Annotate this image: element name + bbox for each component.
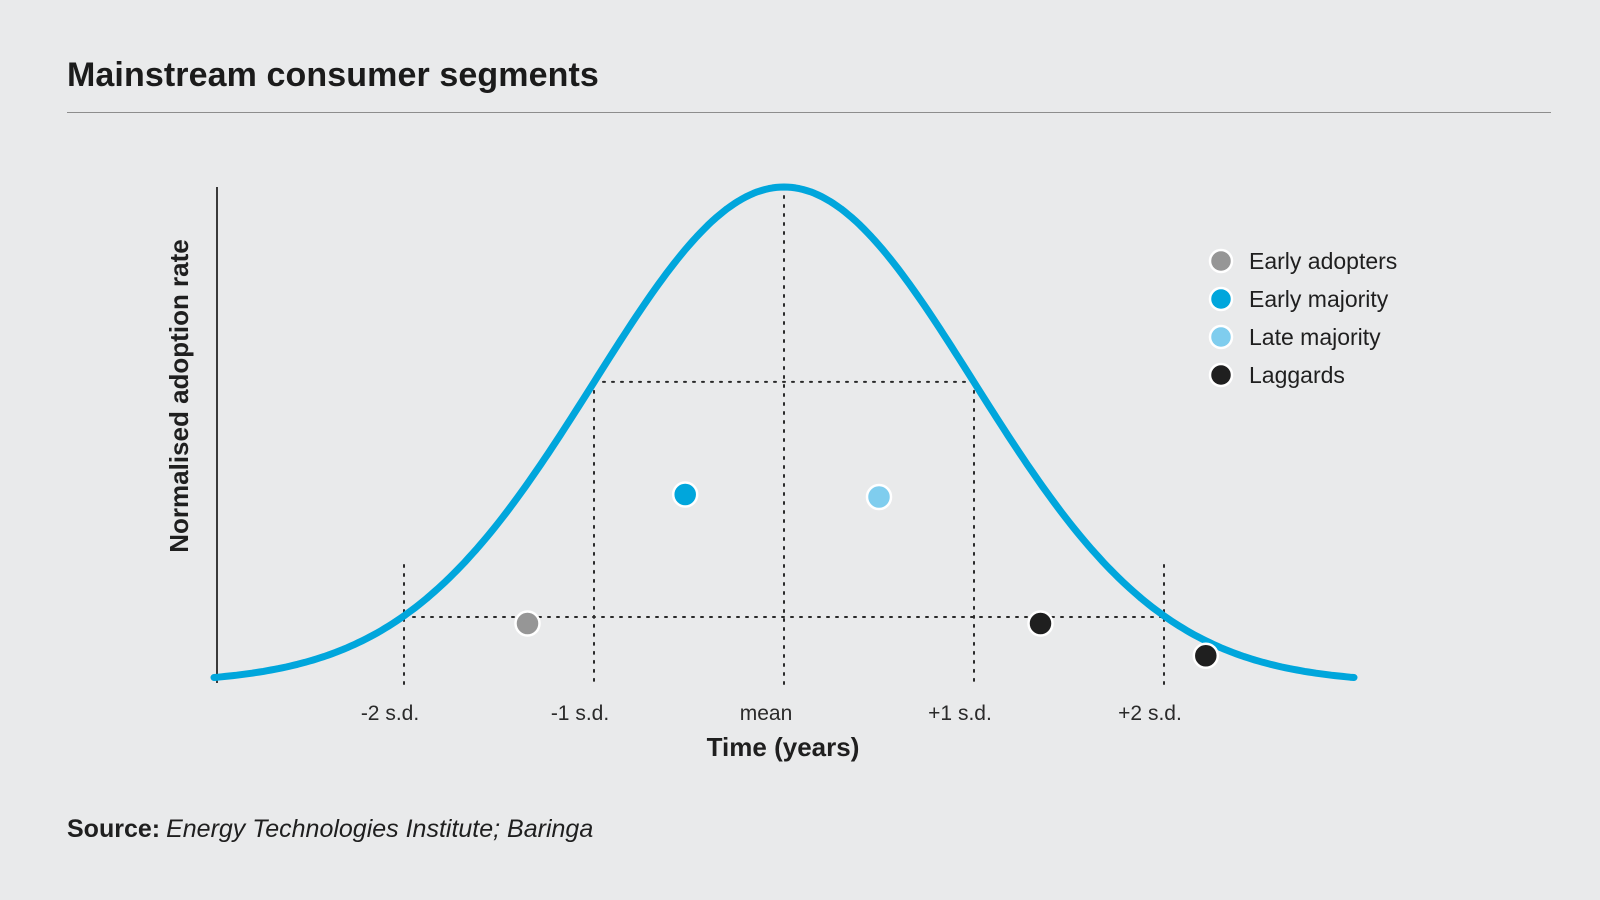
legend: Early adopters Early majority Late majorit…: [1208, 248, 1397, 388]
reference-lines: [403, 186, 1165, 688]
x-tick-label-0: -2 s.d.: [361, 702, 419, 725]
marker-laggards-1: [1192, 642, 1220, 669]
legend-label-early-majority: Early majority: [1249, 286, 1389, 312]
x-tick-label-4: +2 s.d.: [1118, 702, 1182, 725]
x-tick-labels: -2 s.d. -1 s.d. mean +1 s.d. +2 s.d.: [361, 702, 1182, 725]
legend-marker-early-majority: [1208, 286, 1234, 312]
x-tick-label-1: -1 s.d.: [551, 702, 609, 725]
x-tick-label-2: mean: [740, 702, 793, 725]
legend-label-late-majority: Late majority: [1249, 324, 1381, 350]
legend-label-early-adopters: Early adopters: [1249, 248, 1397, 274]
legend-label-laggards: Laggards: [1249, 362, 1345, 388]
legend-marker-early-adopters: [1208, 248, 1234, 274]
legend-marker-late-majority: [1208, 324, 1234, 350]
source-label: Source:: [67, 815, 161, 843]
marker-late-majority-0: [865, 483, 893, 511]
marker-early-adopters-0: [514, 610, 541, 637]
x-tick-label-3: +1 s.d.: [928, 702, 992, 725]
adoption-curve: [210, 183, 1358, 681]
marker-early-majority-0: [671, 481, 699, 508]
source-text: Energy Technologies Institute; Baringa: [166, 815, 594, 843]
title-divider: [67, 112, 1551, 113]
source-note: Source: Energy Technologies Institute; Ba…: [67, 815, 593, 844]
segment-markers: [514, 481, 1220, 669]
y-axis-label: Normalised adoption rate: [164, 239, 194, 553]
chart-title: Mainstream consumer segments: [67, 56, 599, 94]
marker-laggards-0: [1027, 610, 1054, 637]
legend-marker-laggards: [1208, 362, 1234, 388]
x-axis-label: Time (years): [707, 732, 860, 762]
